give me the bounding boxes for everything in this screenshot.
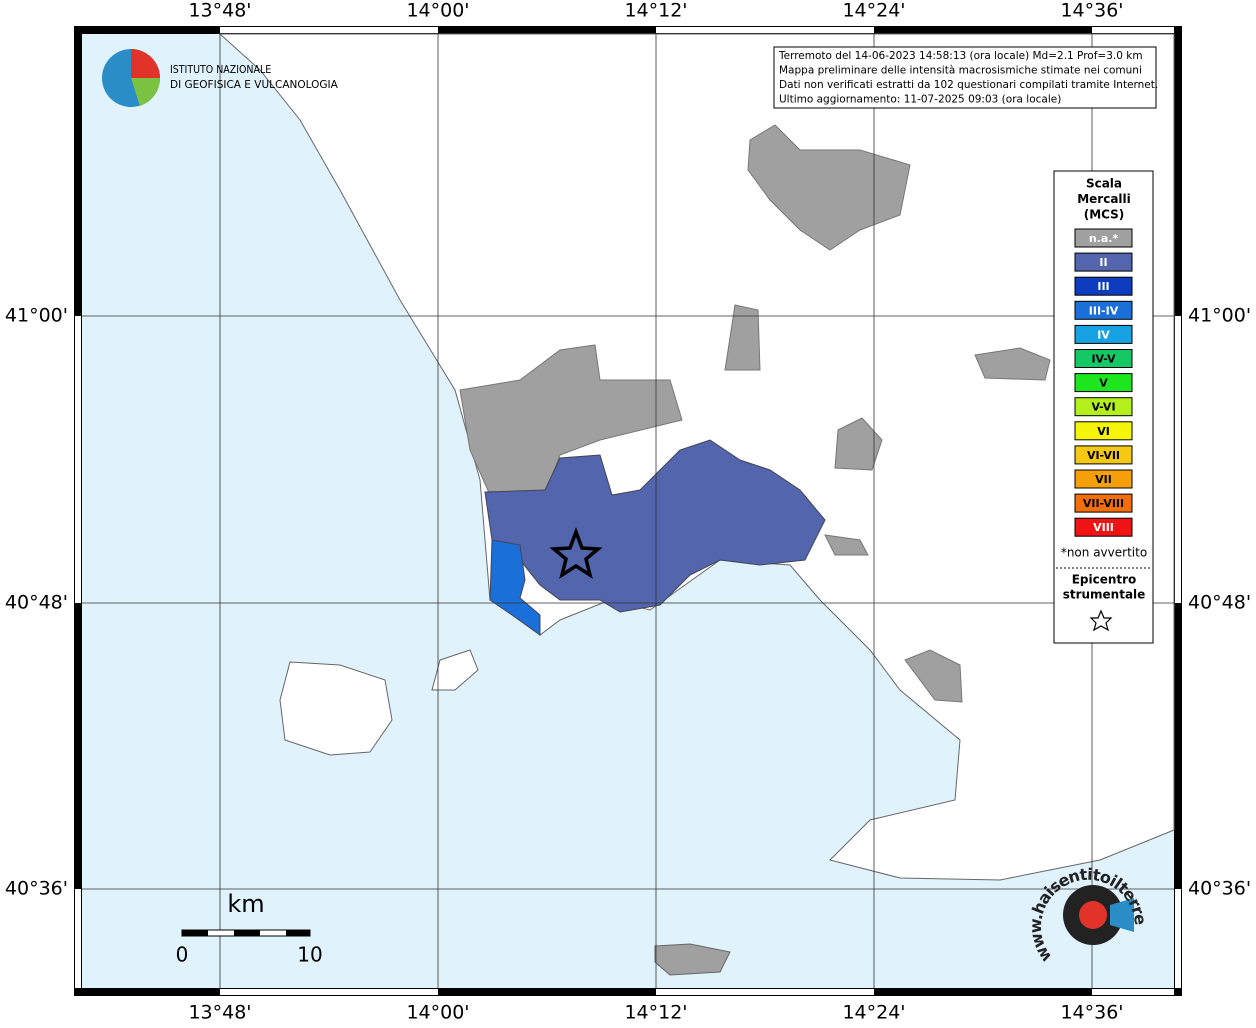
legend-title: Mercalli	[1077, 192, 1131, 206]
info-box	[773, 46, 1157, 109]
legend-swatch	[1074, 373, 1133, 393]
area-na	[724, 304, 761, 371]
logo-text: ISTITUTO NAZIONALE	[170, 64, 271, 76]
legend-swatch	[1074, 445, 1133, 465]
lon-label: 13°48'	[188, 1002, 251, 1024]
legend-swatch	[1074, 469, 1133, 489]
lon-label: 14°00'	[406, 0, 469, 22]
legend-label: V	[1099, 377, 1108, 390]
legend-swatch	[1074, 252, 1133, 272]
legend-epicenter: Epicentro	[1072, 573, 1137, 587]
watermark-icon	[1110, 898, 1134, 932]
lon-label: 14°24'	[842, 1002, 905, 1024]
scale-bar: km 0 10	[176, 890, 323, 967]
legend-note: *non avvertito	[1061, 546, 1147, 560]
info-text: Terremoto del 14-06-2023 14:58:13 (ora l…	[778, 50, 1158, 106]
info-line: Dati non verificati estratti da 102 ques…	[779, 79, 1158, 91]
legend-swatch	[1074, 300, 1133, 320]
legend-title: Scala	[1086, 177, 1122, 191]
legend-label: VIII	[1093, 521, 1114, 534]
lat-label: 40°36'	[1188, 878, 1251, 900]
lat-label: 40°48'	[1188, 592, 1251, 614]
lon-label: 14°12'	[624, 0, 687, 22]
lon-label: 14°36'	[1060, 0, 1123, 22]
info-line: Mappa preliminare delle intensità macros…	[779, 65, 1142, 77]
legend-label: II	[1099, 256, 1107, 269]
logo-segment	[131, 78, 161, 106]
legend-label: VI	[1097, 425, 1110, 438]
legend-label: III-IV	[1089, 304, 1119, 317]
lat-label: 41°00'	[1188, 305, 1251, 327]
frame-white	[75, 316, 81, 603]
frame-white	[220, 989, 438, 995]
lat-label: 41°00'	[5, 305, 68, 327]
legend-label: IV	[1097, 328, 1110, 341]
lon-label: 14°00'	[406, 1002, 469, 1024]
info-line: Ultimo aggiornamento: 11-07-2025 09:03 (…	[779, 94, 1061, 106]
island-procida	[431, 649, 479, 691]
frame-white	[1092, 27, 1174, 33]
legend-swatch	[1074, 324, 1133, 344]
legend-swatch	[1074, 421, 1133, 441]
legend-swatch	[1074, 517, 1133, 537]
logo-segment	[131, 49, 160, 78]
legend-star	[1089, 609, 1113, 632]
legend-swatch	[1074, 228, 1133, 248]
frame-white	[656, 27, 874, 33]
scale-end: 10	[297, 943, 322, 967]
area-iii-iv	[489, 539, 541, 636]
legend-label: n.a.*	[1089, 232, 1119, 245]
lon-label: 14°12'	[624, 1002, 687, 1024]
info-line: Terremoto del 14-06-2023 14:58:13 (ora l…	[778, 50, 1143, 62]
legend-swatch	[1074, 276, 1133, 296]
legend-swatch	[1074, 397, 1133, 417]
legend-label: VI-VII	[1087, 449, 1120, 462]
logo: ISTITUTO NAZIONALE DI GEOFISICA E VULCAN…	[102, 49, 339, 107]
legend-epicenter: strumentale	[1063, 588, 1146, 602]
legend-swatch	[1074, 349, 1133, 368]
lon-label: 14°24'	[842, 0, 905, 22]
scale-bar-seg	[182, 930, 208, 936]
legend-label: VII-VIII	[1083, 497, 1124, 510]
lat-label: 40°36'	[5, 878, 68, 900]
area-na	[834, 417, 883, 471]
legend-swatch	[1074, 493, 1133, 513]
lon-label: 13°48'	[188, 0, 251, 22]
watermark-icon	[1079, 901, 1107, 929]
frame-white	[220, 27, 438, 33]
area-na	[974, 347, 1051, 381]
area-na	[904, 649, 963, 703]
legend-label: VII	[1095, 473, 1112, 486]
island-capri	[654, 943, 731, 976]
legend-label: III	[1097, 280, 1109, 293]
legend: ScalaMercalli(MCS)n.a.*IIIIIIII-IVIVIV-V…	[1056, 177, 1151, 632]
epicenter-star	[549, 527, 603, 579]
scale-bar-seg	[234, 930, 260, 936]
area-na	[747, 124, 911, 251]
frame-white	[1092, 989, 1174, 995]
frame-ticks	[75, 27, 1181, 995]
gray-areas	[459, 124, 1051, 703]
frame-white	[1175, 889, 1181, 988]
frame-white	[75, 889, 81, 988]
frame-white	[656, 989, 874, 995]
scale-unit: km	[227, 890, 264, 918]
scale-bar-seg	[286, 930, 310, 936]
legend-label: IV-V	[1091, 353, 1116, 366]
lat-label: 40°48'	[5, 592, 68, 614]
frame-white	[1175, 316, 1181, 603]
legend-label: V-VI	[1091, 401, 1115, 414]
legend-title: (MCS)	[1084, 208, 1125, 222]
scale-start: 0	[176, 943, 189, 967]
lon-label: 14°36'	[1060, 1002, 1123, 1024]
logo-text: DI GEOFISICA E VULCANOLOGIA	[170, 79, 339, 91]
area-na	[824, 534, 869, 556]
island-ischia	[279, 661, 393, 756]
